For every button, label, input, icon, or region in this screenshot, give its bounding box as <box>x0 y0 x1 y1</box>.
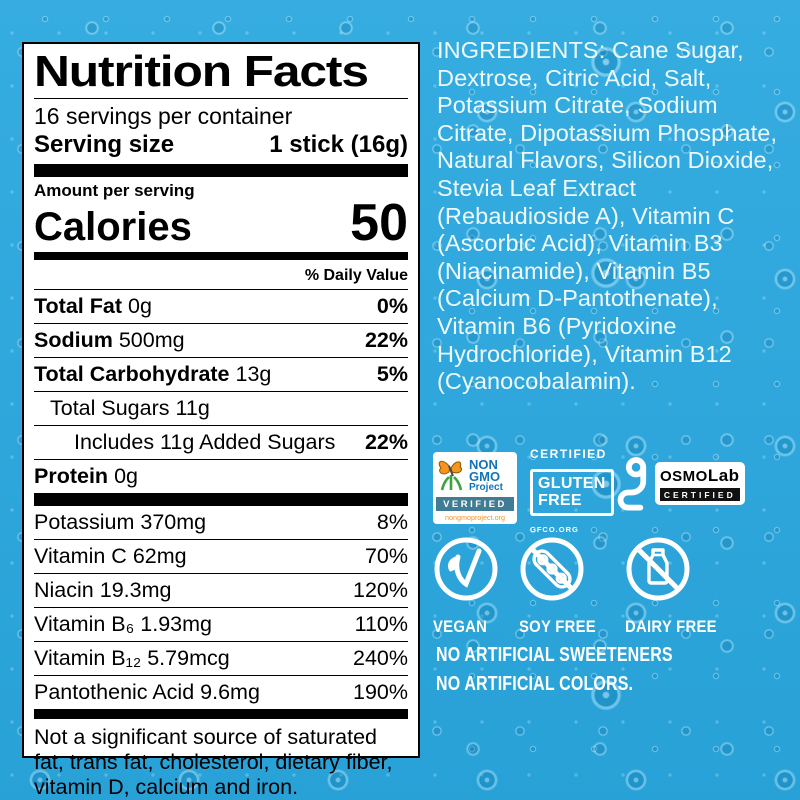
non-gmo-verified-badge: NON GMO Project VERIFIED nongmoproject.o… <box>433 452 517 524</box>
calories-value: 50 <box>350 193 408 252</box>
nutrient-row-total-fat: Total Fat 0g 0% <box>34 290 408 324</box>
nutrient-row-total-sugars: Total Sugars 11g <box>34 392 408 426</box>
nutrition-facts-label: Nutrition Facts 16 servings per containe… <box>22 42 420 799</box>
serving-size-label: Serving size <box>34 130 175 158</box>
vitamin-row-potassium: Potassium 370mg 8% <box>34 506 408 540</box>
nutrition-footnote: Not a significant source of saturated fa… <box>34 724 393 799</box>
claim-no-artificial-colors: NO ARTIFICIAL COLORS. <box>436 673 634 695</box>
vitamin-row-pantothenic-acid: Pantothenic Acid 9.6mg 190% <box>34 680 408 705</box>
dairy-free-icon <box>625 536 691 607</box>
vegan-icon <box>433 536 499 607</box>
nutrient-row-protein: Protein 0g <box>34 464 138 489</box>
calories-row: Calories 50 <box>34 193 408 252</box>
certified-gluten-free-badge: CERTIFIED GLUTEN FREE GFCO.ORG <box>530 447 646 534</box>
osmolab-name-regular: OSMO <box>660 468 708 485</box>
thick-divider <box>34 492 408 506</box>
vitamin-row-niacin: Niacin 19.3mg 120% <box>34 574 408 608</box>
non-gmo-url: nongmoproject.org <box>445 512 505 522</box>
osmolab-name-bold: Lab <box>707 466 740 485</box>
soy-free-item: SOY FREE <box>519 536 605 637</box>
nutrient-row-added-sugars: Includes 11g Added Sugars 22% <box>34 426 408 460</box>
gluten-free-line1: GLUTEN <box>538 475 606 493</box>
vitamin-row-vitamin-c: Vitamin C 62mg 70% <box>34 540 408 574</box>
diet-icons-row: VEGAN SOY FREE <box>433 536 727 637</box>
certification-badges: NON GMO Project VERIFIED nongmoproject.o… <box>433 447 745 534</box>
vegan-item: VEGAN <box>433 536 499 637</box>
dairy-free-label: DAIRY FREE <box>624 618 717 636</box>
gfco-g-icon <box>610 455 652 522</box>
ingredients-text: INGREDIENTS: Cane Sugar, Dextrose, Citri… <box>437 37 778 395</box>
non-gmo-verified-band: VERIFIED <box>436 497 514 511</box>
soy-free-label: SOY FREE <box>519 618 596 636</box>
non-gmo-line3: Project <box>469 481 503 493</box>
gfco-url: GFCO.ORG <box>530 525 579 534</box>
osmolab-certified-badge: OSMOLab CERTIFIED <box>655 462 745 505</box>
claims-text: NO ARTIFICIAL SWEETENERS NO ARTIFICIAL C… <box>436 641 673 699</box>
soy-free-icon <box>519 536 585 607</box>
serving-size-value: 1 stick (16g) <box>269 130 408 158</box>
claim-no-artificial-sweeteners: NO ARTIFICIAL SWEETENERS <box>436 644 673 666</box>
osmolab-certified-band: CERTIFIED <box>660 488 740 501</box>
servings-per-container: 16 servings per container <box>34 102 293 129</box>
butterfly-grass-icon <box>436 455 468 496</box>
dairy-free-item: DAIRY FREE <box>625 536 727 637</box>
serving-size-row: Serving size 1 stick (16g) <box>34 130 408 164</box>
thick-divider <box>34 163 408 177</box>
vitamin-row-vitamin-b12: Vitamin B₁₂ 5.79mcg 240% <box>34 642 408 676</box>
nutrition-facts-title: Nutrition Facts <box>34 47 369 96</box>
vitamin-row-vitamin-b6: Vitamin B₆ 1.93mg 110% <box>34 608 408 642</box>
nutrient-row-sodium: Sodium 500mg 22% <box>34 324 408 358</box>
divider <box>34 97 408 99</box>
medium-divider <box>34 251 408 260</box>
thick-divider <box>34 708 408 719</box>
non-gmo-line2: GMO <box>469 468 501 484</box>
daily-value-header: % Daily Value <box>34 260 408 290</box>
gluten-free-line2: FREE <box>538 491 582 509</box>
gluten-free-certified-label: CERTIFIED <box>530 447 607 461</box>
amount-per-serving-label: Amount per serving <box>34 180 195 200</box>
nutrient-row-total-carbohydrate: Total Carbohydrate 13g 5% <box>34 358 408 392</box>
calories-label: Calories <box>34 204 192 249</box>
non-gmo-line1: NON <box>469 456 498 472</box>
vegan-label: VEGAN <box>433 618 488 636</box>
